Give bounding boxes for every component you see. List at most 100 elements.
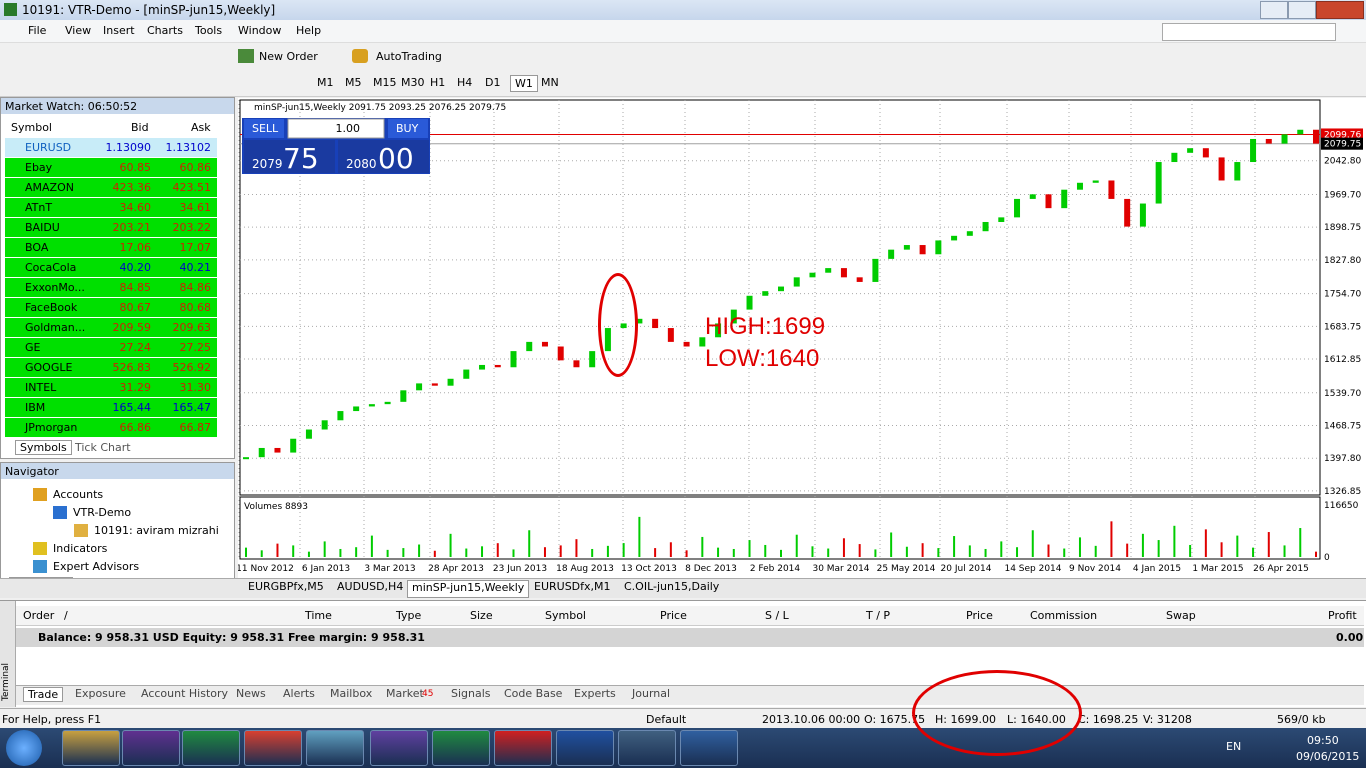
- x-tick-label: 1 Mar 2015: [1192, 564, 1243, 574]
- x-tick-label: 20 Jul 2014: [941, 564, 992, 574]
- candle: [1155, 162, 1162, 204]
- ask: 1.13102: [165, 141, 212, 154]
- menu-item[interactable]: Help: [296, 24, 322, 37]
- minimize-button[interactable]: [1260, 1, 1288, 19]
- maximize-button[interactable]: [1288, 1, 1316, 19]
- terminal-tab[interactable]: Journal: [632, 687, 671, 700]
- chart-tab[interactable]: EURUSDfx,M1: [534, 580, 611, 593]
- chart-tab[interactable]: C.OIL-jun15,Daily: [624, 580, 720, 593]
- autotrading-button[interactable]: AutoTrading: [376, 50, 442, 63]
- row-bg: [5, 278, 217, 297]
- tree-item[interactable]: Accounts: [53, 488, 104, 501]
- start-button[interactable]: [6, 730, 42, 766]
- taskbar-app[interactable]: [244, 730, 302, 766]
- ask: 66.87: [179, 421, 212, 434]
- timeframe-button[interactable]: M1: [317, 76, 334, 89]
- timeframe-button[interactable]: M15: [373, 76, 397, 89]
- terminal-tab[interactable]: Trade: [23, 687, 64, 702]
- candle: [479, 364, 486, 370]
- navigator: Navigator Accounts VTR-Demo 10191: aviram …: [0, 462, 235, 594]
- taskbar-app[interactable]: [370, 730, 428, 766]
- symbol: IBM: [25, 401, 46, 414]
- timeframe-button[interactable]: M30: [401, 76, 425, 89]
- tree-item[interactable]: Expert Advisors: [53, 560, 140, 573]
- chart-tab[interactable]: AUDUSD,H4: [337, 580, 404, 593]
- candle: [715, 323, 722, 338]
- taskbar-app[interactable]: [62, 730, 120, 766]
- bid: 209.59: [112, 321, 152, 334]
- status-field: Default: [646, 713, 687, 726]
- bid: 165.44: [112, 401, 152, 414]
- taskbar-app[interactable]: [306, 730, 364, 766]
- menu-item[interactable]: Tools: [195, 24, 223, 37]
- buy-label: BUY: [396, 122, 419, 135]
- terminal-tab[interactable]: Code Base: [504, 687, 563, 700]
- candle: [463, 369, 470, 379]
- terminal-tab[interactable]: Mailbox: [330, 687, 373, 700]
- candle: [998, 217, 1005, 222]
- candle: [321, 420, 328, 430]
- taskbar-app[interactable]: [618, 730, 676, 766]
- terminal-tab[interactable]: Exposure: [75, 687, 126, 700]
- price-label-bg: [1321, 128, 1363, 141]
- y-tick-label: 1898.75: [1324, 223, 1361, 233]
- menu-item[interactable]: Window: [238, 24, 282, 37]
- terminal-tab[interactable]: Alerts: [283, 687, 315, 700]
- taskbar-app[interactable]: [122, 730, 180, 766]
- close-button[interactable]: [1316, 1, 1364, 19]
- sell-price-big: 75: [283, 142, 319, 175]
- tree-item[interactable]: Indicators: [53, 542, 108, 555]
- terminal-tab[interactable]: Account History: [141, 687, 229, 700]
- column-header: Order: [23, 609, 55, 622]
- timeframe-button[interactable]: W1: [510, 75, 538, 92]
- chart-tab[interactable]: EURGBPfx,M5: [248, 580, 324, 593]
- timeframe-toolbar: M1 M5 M15 M30 H1 H4 D1 W1 MN: [0, 71, 1366, 97]
- column-header: T / P: [866, 609, 891, 622]
- candle: [1218, 157, 1225, 181]
- chart-tab[interactable]: minSP-jun15,Weekly: [407, 580, 529, 598]
- menu-item[interactable]: Insert: [103, 24, 135, 37]
- bid: 66.86: [119, 421, 152, 434]
- symbol: ExxonMo...: [25, 281, 85, 294]
- terminal-tab[interactable]: Market: [386, 687, 424, 700]
- menu-item[interactable]: View: [65, 24, 92, 37]
- sell-button: [244, 119, 284, 138]
- symbol: JPmorgan: [25, 421, 78, 434]
- column-header: Size: [470, 609, 493, 622]
- tab[interactable]: Symbols: [15, 440, 72, 455]
- timeframe-button[interactable]: MN: [541, 76, 559, 89]
- timeframe-button[interactable]: D1: [485, 76, 501, 89]
- row-bg: [5, 358, 217, 377]
- ask: 27.25: [179, 341, 212, 354]
- terminal-tab[interactable]: Experts: [574, 687, 616, 700]
- candle: [1124, 198, 1131, 227]
- terminal-tab[interactable]: News: [236, 687, 266, 700]
- annotation: LOW:1640: [705, 345, 819, 372]
- timeframe-button[interactable]: H1: [430, 76, 446, 89]
- taskbar-app[interactable]: [494, 730, 552, 766]
- tab[interactable]: Tick Chart: [75, 441, 131, 454]
- bid: 423.36: [112, 181, 152, 194]
- symbol: ATnT: [25, 201, 53, 214]
- tree-item[interactable]: 10191: aviram mizrahi: [94, 524, 219, 537]
- timeframe-button[interactable]: H4: [457, 76, 473, 89]
- new-order-button[interactable]: New Order: [259, 50, 318, 63]
- bid: 40.20: [119, 261, 152, 274]
- candle: [541, 341, 548, 347]
- taskbar-app[interactable]: [556, 730, 614, 766]
- search-box[interactable]: [1162, 23, 1336, 41]
- menu-item[interactable]: File: [28, 24, 47, 37]
- taskbar-app[interactable]: [432, 730, 490, 766]
- tree-item[interactable]: VTR-Demo: [73, 506, 132, 519]
- candle: [1250, 138, 1257, 163]
- candle: [636, 318, 643, 324]
- column-header: Price: [966, 609, 993, 622]
- status-field: C: 1698.25: [1078, 713, 1139, 726]
- terminal-tab[interactable]: Signals: [451, 687, 491, 700]
- plot-border: [239, 99, 1321, 496]
- volume-label: Volumes 8893: [244, 502, 308, 512]
- timeframe-button[interactable]: M5: [345, 76, 362, 89]
- taskbar-app[interactable]: [680, 730, 738, 766]
- menu-item[interactable]: Charts: [147, 24, 183, 37]
- taskbar-app[interactable]: [182, 730, 240, 766]
